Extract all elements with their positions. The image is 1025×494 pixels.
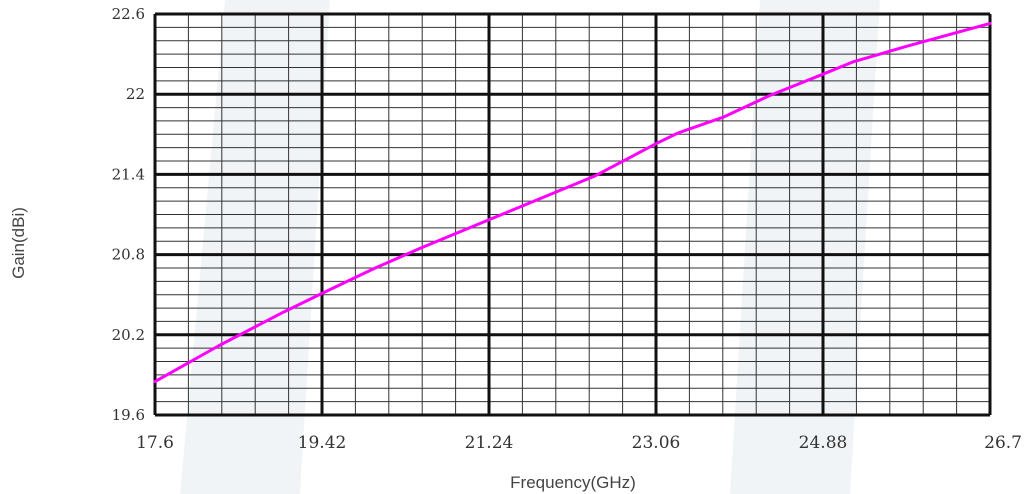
x-tick-label: 21.24	[465, 433, 514, 453]
y-tick-label: 21.4	[112, 165, 145, 183]
y-tick-label: 20.8	[112, 246, 145, 264]
y-tick-label: 20.2	[112, 326, 145, 344]
y-tick-label: 19.6	[112, 406, 145, 424]
x-tick-label: 23.06	[632, 433, 681, 453]
minor-grid	[154, 13, 991, 416]
y-axis-label: Gain(dBi)	[9, 207, 28, 279]
x-tick-label: 24.88	[799, 433, 848, 453]
gain-series-line	[153, 21, 992, 384]
y-tick-label: 22	[126, 85, 145, 103]
series-layer	[153, 21, 992, 384]
tick-labels: 19.6 20.2 20.8 21.4 22 22.6 17.6 19.42 21.24 23.0…	[112, 5, 1022, 453]
x-tick-label: 17.6	[136, 433, 174, 453]
x-tick-label: 19.42	[298, 433, 347, 453]
y-tick-label: 22.6	[112, 5, 145, 23]
background-stripe-right	[730, 0, 880, 494]
x-axis-label: Frequency(GHz)	[510, 473, 636, 492]
major-grid	[153, 12, 992, 417]
x-tick-label: 26.7	[984, 433, 1022, 453]
